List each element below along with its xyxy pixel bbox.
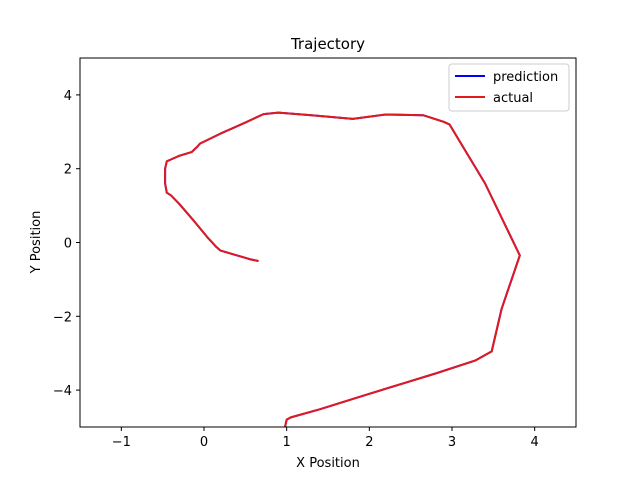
- y-tick-label: −2: [53, 310, 72, 325]
- plot-background: [80, 58, 576, 427]
- legend-label-prediction: prediction: [493, 70, 558, 85]
- chart-title: Trajectory: [290, 35, 365, 53]
- legend-label-actual: actual: [493, 91, 533, 106]
- y-tick-label: −4: [53, 384, 72, 399]
- x-axis-label: X Position: [296, 456, 360, 471]
- y-axis: −4 −2 0 2 4: [53, 89, 80, 399]
- x-tick-label: −1: [112, 435, 131, 450]
- y-tick-label: 2: [64, 163, 72, 178]
- plot-area: [79, 57, 577, 428]
- x-tick-label: 0: [200, 435, 208, 450]
- series-line-actual: [164, 111, 521, 427]
- x-tick-label: 4: [531, 435, 539, 450]
- x-tick-label: 1: [283, 435, 291, 450]
- y-axis-label: Y Position: [29, 211, 44, 275]
- x-axis: −1 0 1 2 3 4: [112, 427, 539, 450]
- y-tick-label: 0: [64, 237, 72, 252]
- x-tick-label: 2: [365, 435, 373, 450]
- y-tick-label: 4: [64, 89, 72, 104]
- x-tick-label: 3: [448, 435, 456, 450]
- legend: prediction actual: [448, 63, 570, 112]
- series-layer: [164, 111, 521, 427]
